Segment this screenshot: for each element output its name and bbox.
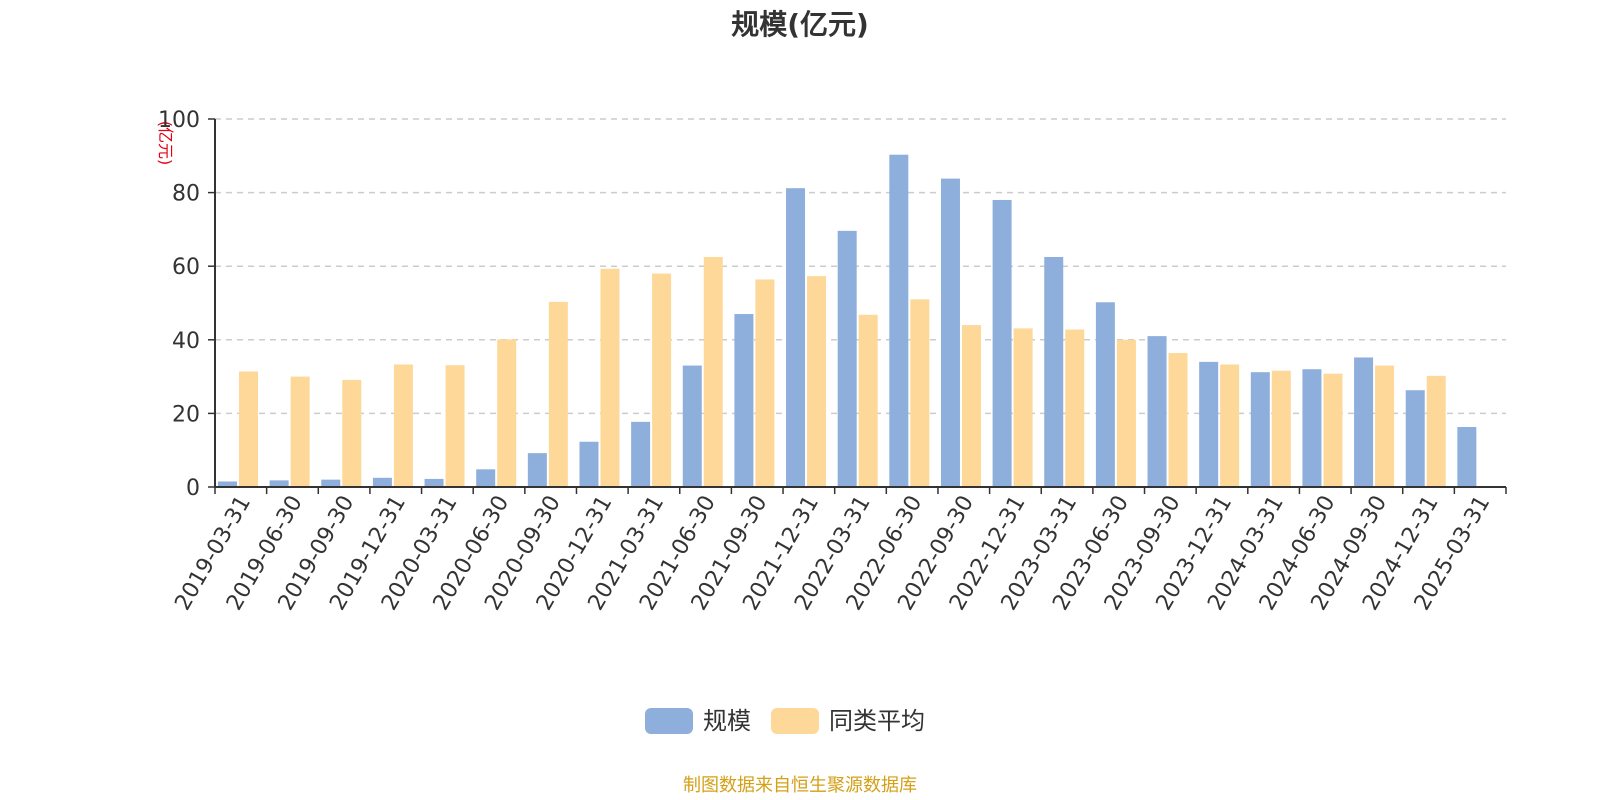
bar-peer-average[interactable] xyxy=(1065,329,1085,487)
bar-scale[interactable] xyxy=(992,199,1012,487)
bar-peer-average[interactable] xyxy=(548,301,568,487)
y-tick-label: 80 xyxy=(172,182,200,207)
bar-scale[interactable] xyxy=(1199,361,1219,487)
legend-label-peer-average[interactable]: 同类平均 xyxy=(829,707,925,735)
bar-peer-average[interactable] xyxy=(239,371,258,487)
bar-peer-average[interactable] xyxy=(910,299,930,487)
bar-peer-average[interactable] xyxy=(1168,353,1188,487)
bar-peer-average[interactable] xyxy=(1013,328,1033,487)
bar-scale[interactable] xyxy=(579,441,599,487)
bar-peer-average[interactable] xyxy=(1220,364,1240,487)
bar-scale[interactable] xyxy=(527,453,547,487)
bar-scale[interactable] xyxy=(321,479,341,487)
bar-peer-average[interactable] xyxy=(600,268,620,487)
y-tick-label: 100 xyxy=(158,108,200,133)
bar-peer-average[interactable] xyxy=(1116,339,1136,487)
bar-peer-average[interactable] xyxy=(1375,365,1395,487)
bar-peer-average[interactable] xyxy=(858,314,878,487)
bar-peer-average[interactable] xyxy=(445,365,465,487)
legend-label-scale[interactable]: 规模 xyxy=(703,707,751,735)
source-note: 制图数据来自恒生聚源数据库 xyxy=(683,775,917,796)
bar-scale[interactable] xyxy=(476,469,496,487)
bar-peer-average[interactable] xyxy=(703,257,723,487)
bar-scale[interactable] xyxy=(372,477,392,487)
bar-peer-average[interactable] xyxy=(1323,373,1343,487)
bar-scale[interactable] xyxy=(1405,390,1425,487)
bar-scale[interactable] xyxy=(269,480,289,487)
bar-scale[interactable] xyxy=(1044,257,1064,487)
bar-scale[interactable] xyxy=(1302,369,1322,487)
bar-scale[interactable] xyxy=(889,154,909,488)
y-tick-label: 60 xyxy=(172,255,200,280)
legend-swatch-scale[interactable] xyxy=(645,708,693,734)
bar-peer-average[interactable] xyxy=(497,339,517,487)
bar-peer-average[interactable] xyxy=(1271,370,1291,487)
bar-scale[interactable] xyxy=(940,178,960,487)
bar-scale[interactable] xyxy=(218,481,237,487)
bar-scale[interactable] xyxy=(1457,427,1477,487)
bar-scale[interactable] xyxy=(424,478,444,487)
bar-scale[interactable] xyxy=(631,421,651,487)
bar-peer-average[interactable] xyxy=(961,325,981,487)
chart-title: 规模(亿元) xyxy=(731,8,869,41)
bar-scale[interactable] xyxy=(734,314,754,487)
y-tick-label: 20 xyxy=(172,402,200,427)
y-tick-label: 0 xyxy=(186,476,200,501)
legend-swatch-peer-average[interactable] xyxy=(771,708,819,734)
bar-scale[interactable] xyxy=(786,188,806,487)
bar-peer-average[interactable] xyxy=(393,364,413,487)
bar-peer-average[interactable] xyxy=(807,276,827,487)
y-unit-label: (亿元) xyxy=(156,121,175,166)
bar-peer-average[interactable] xyxy=(290,376,310,487)
bar-peer-average[interactable] xyxy=(1426,375,1446,487)
bars xyxy=(218,154,1477,488)
bar-scale[interactable] xyxy=(682,365,702,487)
bar-peer-average[interactable] xyxy=(755,279,775,487)
bar-scale[interactable] xyxy=(1095,302,1115,487)
bar-peer-average[interactable] xyxy=(652,273,672,487)
legend[interactable]: 规模 同类平均 xyxy=(645,707,925,735)
axes: 0204060801002019-03-312019-06-302019-09-… xyxy=(158,108,1507,615)
y-tick-label: 40 xyxy=(172,329,200,354)
bar-peer-average[interactable] xyxy=(342,379,362,487)
bar-scale[interactable] xyxy=(1250,372,1270,487)
bar-scale[interactable] xyxy=(1354,357,1374,487)
bar-scale[interactable] xyxy=(837,230,857,487)
bar-scale[interactable] xyxy=(1147,336,1167,487)
